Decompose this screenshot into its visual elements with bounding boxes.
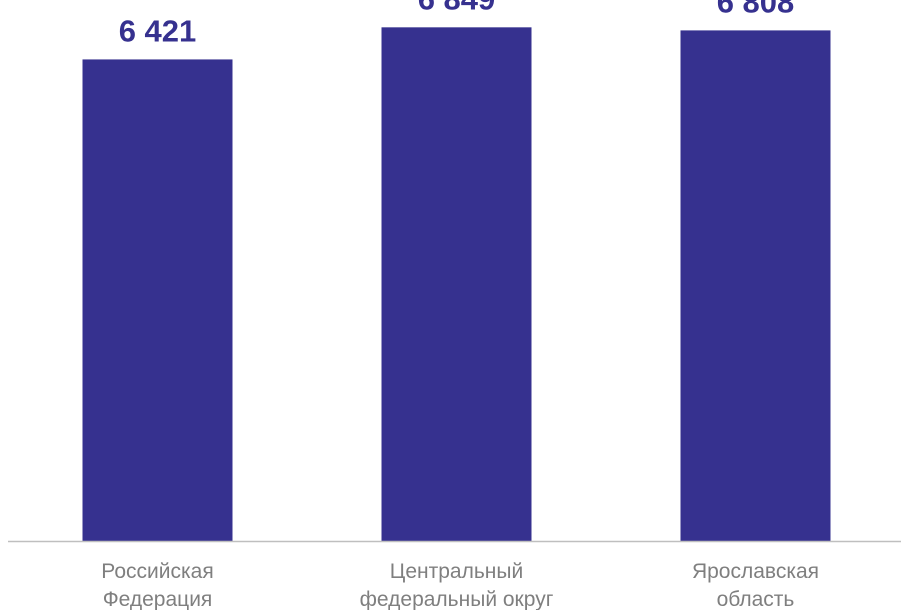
category-label-line: Федерация (103, 588, 213, 610)
category-label-1: Центральный федеральный округ (360, 560, 554, 610)
value-label-0: 6 421 (119, 13, 197, 48)
value-label-2: 6 808 (717, 0, 795, 19)
bar-0 (82, 59, 233, 542)
category-label-0: Российская Федерация (101, 560, 213, 610)
bar-2 (680, 30, 831, 542)
category-label-line: Центральный (390, 560, 523, 583)
category-label-line: Ярославская (692, 560, 819, 583)
category-label-line: федеральный округ (360, 588, 554, 610)
value-label-1: 6 849 (418, 0, 496, 16)
category-labels-group: Российская Федерация Центральный федеральны… (101, 560, 819, 610)
value-labels-group: 6 421 6 849 6 808 (119, 0, 795, 48)
category-label-2: Ярославская область (692, 560, 819, 610)
category-label-line: Российская (101, 560, 213, 583)
bars-group (82, 27, 831, 542)
category-label-line: область (717, 588, 795, 610)
bar-1 (381, 27, 532, 541)
